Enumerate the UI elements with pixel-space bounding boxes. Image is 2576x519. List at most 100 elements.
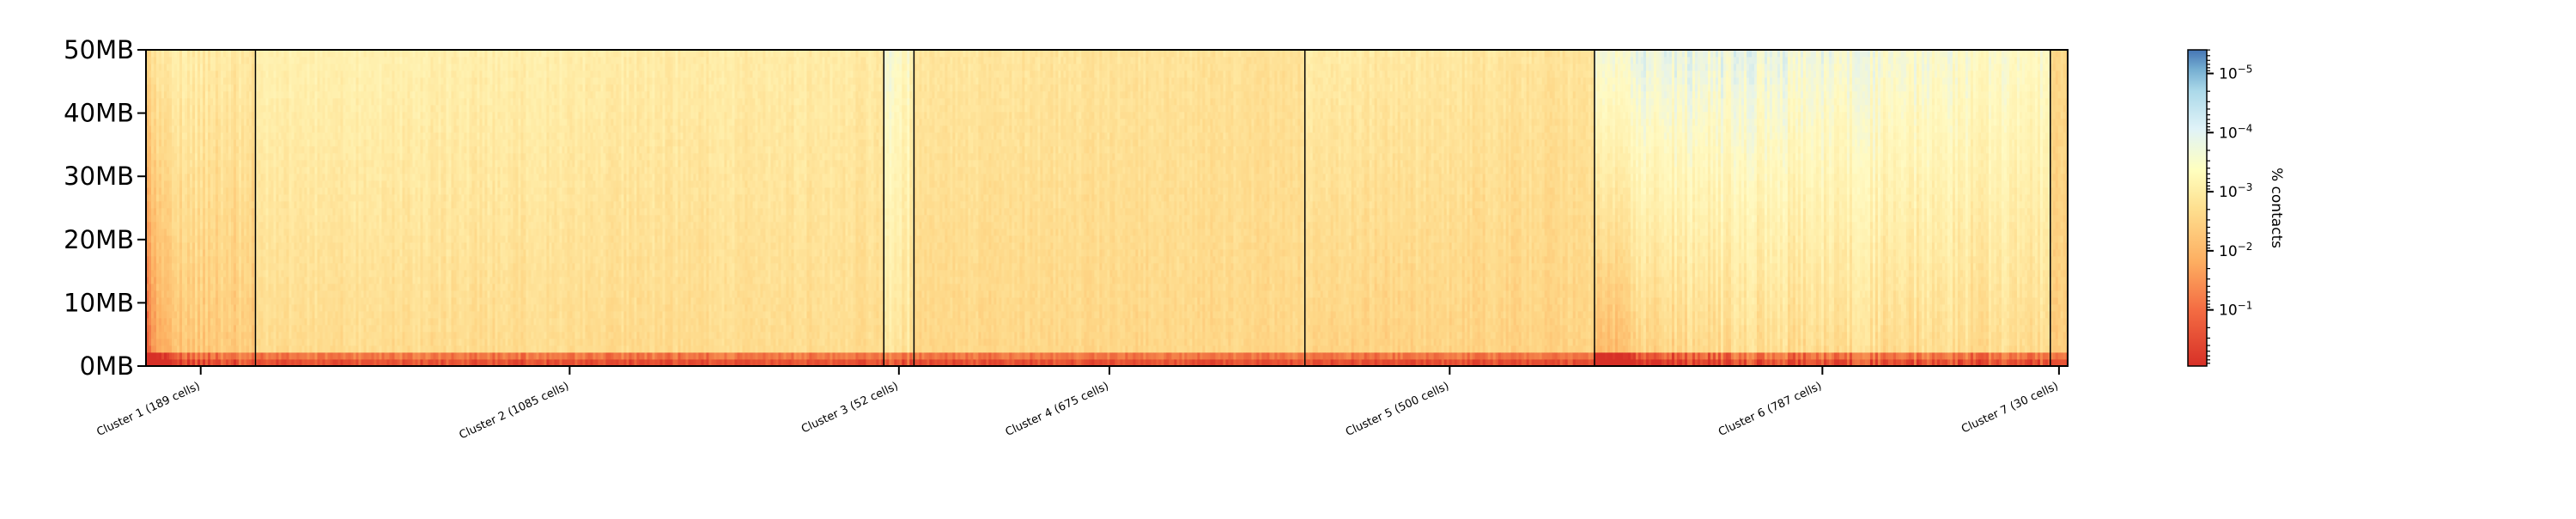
heatmap-cell xyxy=(314,146,317,153)
heatmap-cell xyxy=(203,229,205,235)
heatmap-cell xyxy=(291,290,294,297)
heatmap-cell xyxy=(260,256,263,263)
heatmap-cell xyxy=(325,229,327,235)
heatmap-cell xyxy=(223,249,226,256)
heatmap-cell xyxy=(345,119,348,125)
heatmap-cell xyxy=(149,332,151,339)
heatmap-cell xyxy=(283,277,286,284)
heatmap-cell xyxy=(289,277,291,284)
heatmap-cell xyxy=(368,290,371,297)
heatmap-cell xyxy=(263,229,265,235)
heatmap-cell xyxy=(325,167,327,174)
heatmap-cell xyxy=(174,201,177,208)
heatmap-cell xyxy=(327,180,330,187)
heatmap-cell xyxy=(353,174,355,180)
heatmap-cell xyxy=(161,160,164,167)
heatmap-cell xyxy=(361,201,363,208)
heatmap-cell xyxy=(236,284,239,290)
heatmap-cell xyxy=(182,91,185,98)
heatmap-cell xyxy=(337,229,340,235)
heatmap-cell xyxy=(218,64,221,70)
heatmap-cell xyxy=(268,256,270,263)
heatmap-cell xyxy=(355,235,358,242)
heatmap-cell xyxy=(296,139,299,146)
heatmap-cell xyxy=(241,146,244,153)
heatmap-cell xyxy=(412,332,415,339)
heatmap-cell xyxy=(192,57,195,64)
heatmap-cell xyxy=(376,270,379,277)
heatmap-cell xyxy=(252,325,254,332)
heatmap-cell xyxy=(363,345,366,352)
heatmap-cell xyxy=(252,249,254,256)
heatmap-cell xyxy=(322,187,325,194)
heatmap-cell xyxy=(417,290,420,297)
heatmap-cell xyxy=(179,153,182,160)
heatmap-cell xyxy=(172,174,174,180)
heatmap-cell xyxy=(149,180,151,187)
heatmap-cell xyxy=(301,229,304,235)
heatmap-cell xyxy=(197,57,200,64)
heatmap-cell xyxy=(345,311,348,318)
heatmap-cell xyxy=(276,70,278,77)
heatmap-cell xyxy=(252,208,254,215)
heatmap-cell xyxy=(286,290,289,297)
heatmap-cell xyxy=(179,187,182,194)
heatmap-cell xyxy=(169,208,172,215)
heatmap-cell xyxy=(291,57,294,64)
heatmap-cell xyxy=(268,125,270,132)
heatmap-cell xyxy=(156,201,159,208)
heatmap-cell xyxy=(223,91,226,98)
heatmap-cell xyxy=(366,139,368,146)
heatmap-cell xyxy=(218,98,221,105)
heatmap-cell xyxy=(386,222,389,229)
heatmap-cell xyxy=(296,297,299,304)
heatmap-cell xyxy=(330,222,332,229)
heatmap-cell xyxy=(353,119,355,125)
heatmap-cell xyxy=(407,201,410,208)
heatmap-cell xyxy=(208,125,210,132)
heatmap-cell xyxy=(156,270,159,277)
heatmap-cell xyxy=(371,180,374,187)
heatmap-cell xyxy=(246,91,249,98)
heatmap-cell xyxy=(312,180,314,187)
heatmap-cell xyxy=(345,57,348,64)
heatmap-cell xyxy=(236,167,239,174)
heatmap-cell xyxy=(197,229,200,235)
heatmap-cell xyxy=(381,270,384,277)
heatmap-cell xyxy=(304,325,307,332)
heatmap-cell xyxy=(340,98,343,105)
heatmap-cell xyxy=(317,215,319,222)
heatmap-cell xyxy=(281,332,283,339)
heatmap-cell xyxy=(258,339,260,345)
heatmap-cell xyxy=(332,105,335,112)
heatmap-cell xyxy=(167,70,169,77)
heatmap-cell xyxy=(397,139,399,146)
heatmap-cell xyxy=(366,50,368,57)
heatmap-cell xyxy=(327,229,330,235)
heatmap-cell xyxy=(249,153,252,160)
heatmap-cell xyxy=(223,174,226,180)
heatmap-cell xyxy=(314,318,317,325)
heatmap-cell xyxy=(384,332,386,339)
heatmap-cell xyxy=(218,132,221,139)
heatmap-cell xyxy=(161,77,164,84)
heatmap-cell xyxy=(252,153,254,160)
heatmap-cell xyxy=(205,201,208,208)
heatmap-cell xyxy=(353,263,355,270)
heatmap-cell xyxy=(289,297,291,304)
heatmap-cell xyxy=(374,332,376,339)
heatmap-cell xyxy=(270,263,273,270)
heatmap-cell xyxy=(417,57,420,64)
heatmap-cell xyxy=(392,91,394,98)
heatmap-cell xyxy=(389,201,392,208)
heatmap-cell xyxy=(200,201,203,208)
heatmap-cell xyxy=(208,139,210,146)
heatmap-cell xyxy=(213,98,216,105)
heatmap-cell xyxy=(368,318,371,325)
heatmap-cell xyxy=(381,332,384,339)
heatmap-cell xyxy=(379,167,381,174)
heatmap-cell xyxy=(286,325,289,332)
heatmap-cell xyxy=(363,167,366,174)
heatmap-cell xyxy=(366,235,368,242)
heatmap-cell xyxy=(154,304,156,311)
